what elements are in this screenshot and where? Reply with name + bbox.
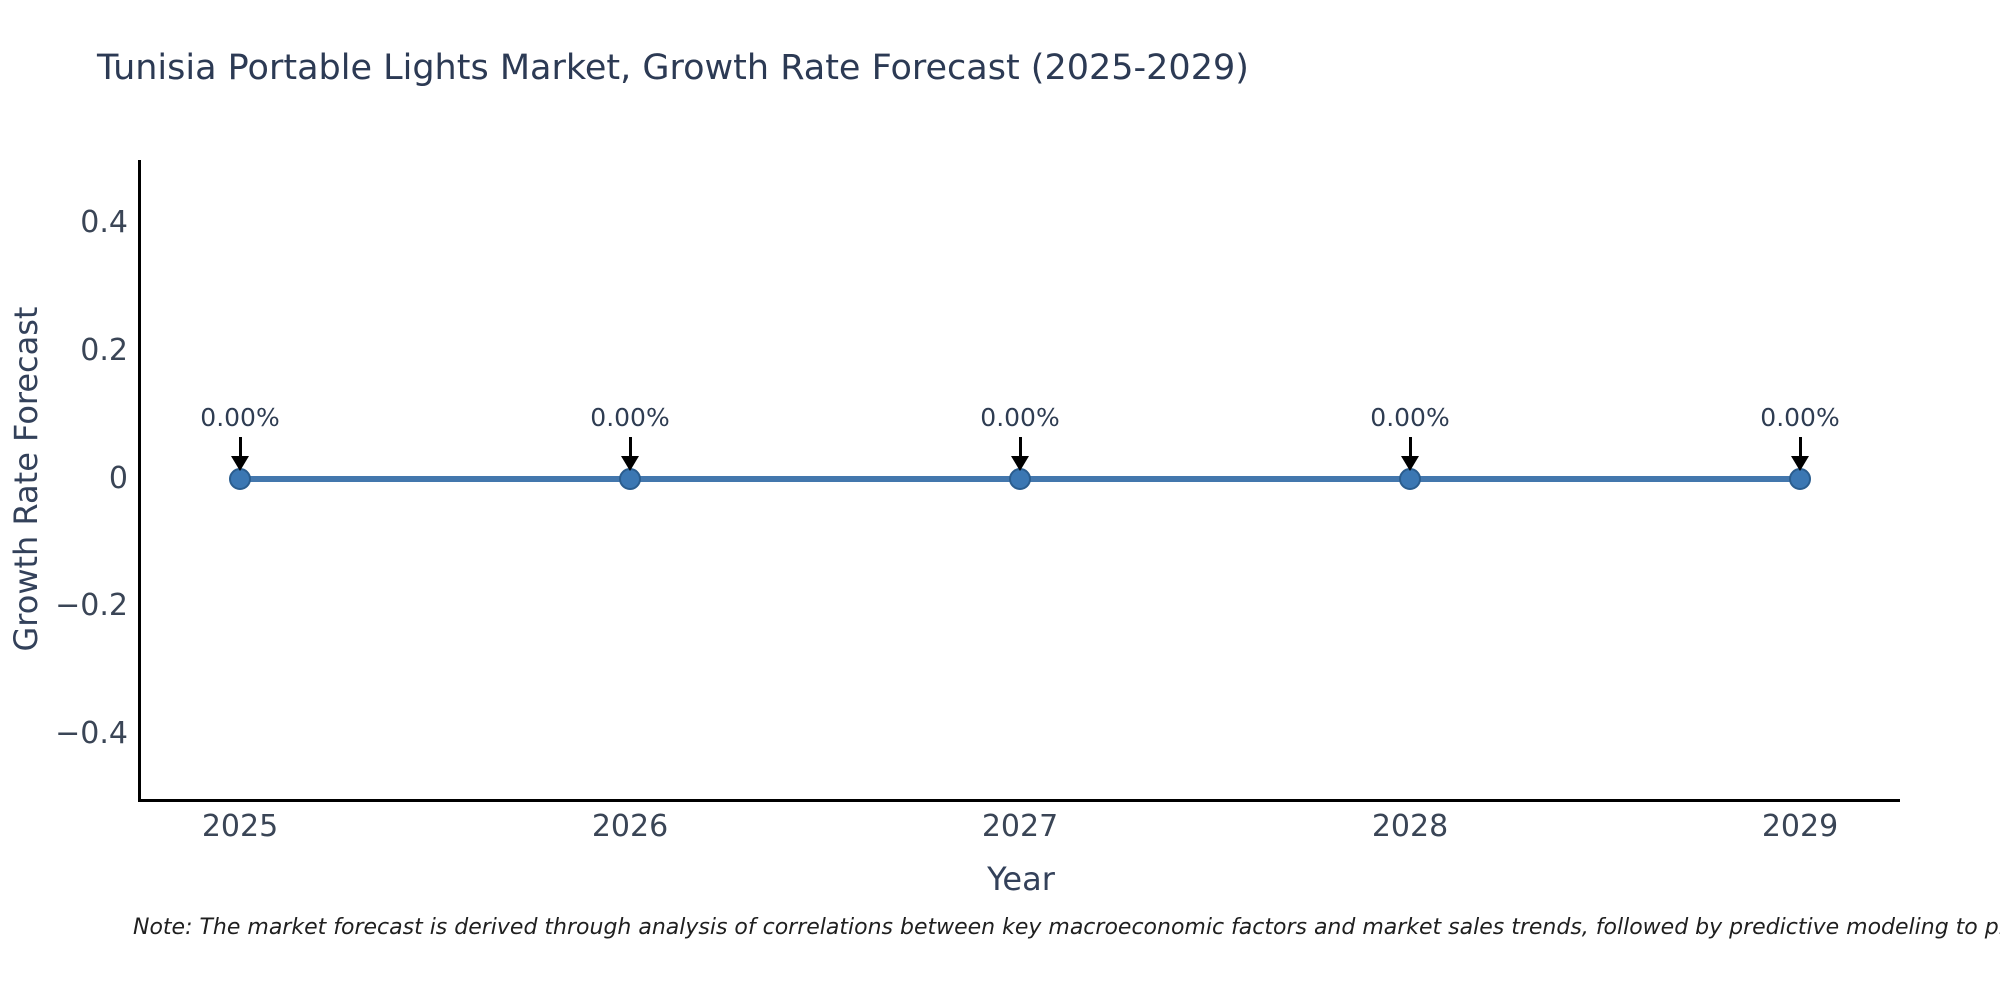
point-annotation: 0.00% xyxy=(590,403,670,432)
series-marker xyxy=(619,468,641,490)
point-annotation: 0.00% xyxy=(200,403,280,432)
series-marker xyxy=(1399,468,1421,490)
x-tick-label: 2029 xyxy=(1761,809,1839,844)
series-marker xyxy=(1009,468,1031,490)
footnote: Note: The market forecast is derived thr… xyxy=(133,915,2000,940)
point-annotation: 0.00% xyxy=(1370,403,1450,432)
annotation-arrowhead-icon xyxy=(1401,456,1419,471)
series-marker xyxy=(1789,468,1811,490)
y-tick-label: 0.4 xyxy=(80,205,128,240)
annotation-arrowhead-icon xyxy=(621,456,639,471)
series-marker xyxy=(229,468,251,490)
x-axis-title: Year xyxy=(987,860,1055,898)
x-tick-label: 2028 xyxy=(1371,809,1449,844)
chart-title: Tunisia Portable Lights Market, Growth R… xyxy=(97,48,1249,88)
y-tick-label: −0.2 xyxy=(55,588,128,623)
x-axis-line xyxy=(138,799,1900,802)
annotation-arrow xyxy=(629,437,632,460)
annotation-arrow xyxy=(1019,437,1022,460)
annotation-arrow xyxy=(1799,437,1802,460)
annotation-arrowhead-icon xyxy=(1791,456,1809,471)
annotation-arrowhead-icon xyxy=(1011,456,1029,471)
y-tick-label: 0.2 xyxy=(80,333,128,368)
annotation-arrow xyxy=(239,437,242,460)
x-tick-label: 2025 xyxy=(201,809,279,844)
y-axis-title: Growth Rate Forecast xyxy=(7,306,45,652)
annotation-arrowhead-icon xyxy=(231,456,249,471)
annotation-arrow xyxy=(1409,437,1412,460)
x-tick-label: 2027 xyxy=(981,809,1059,844)
x-tick-label: 2026 xyxy=(591,809,669,844)
y-axis-line xyxy=(138,160,141,802)
point-annotation: 0.00% xyxy=(1760,403,1840,432)
y-tick-label: −0.4 xyxy=(55,716,128,751)
y-tick-label: 0 xyxy=(108,461,128,496)
point-annotation: 0.00% xyxy=(980,403,1060,432)
